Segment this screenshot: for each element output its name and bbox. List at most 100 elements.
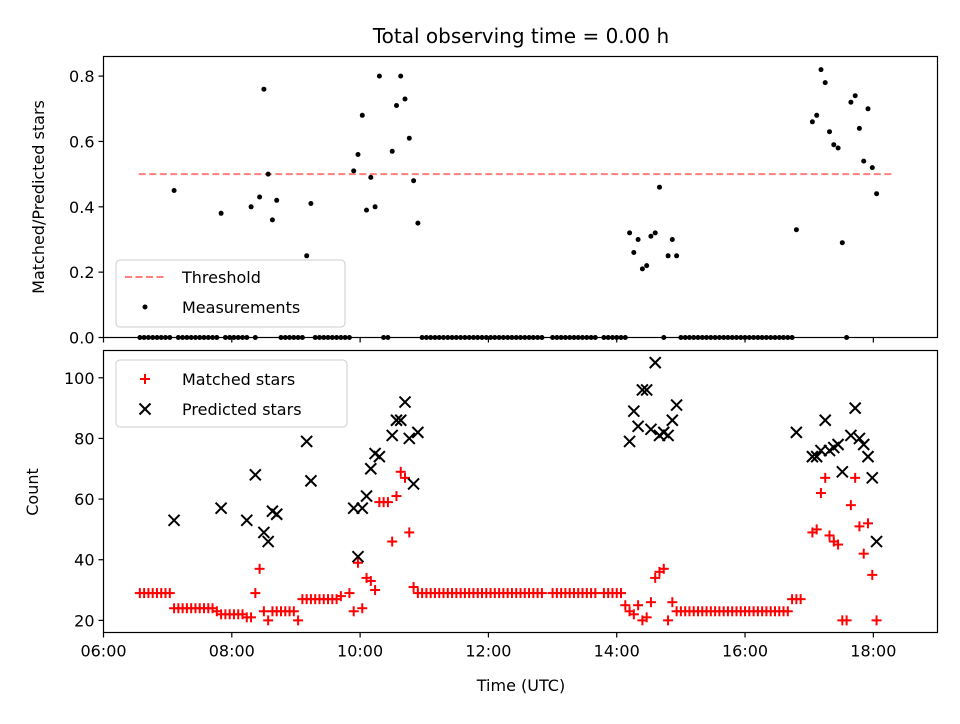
- measurement-point: [869, 165, 875, 171]
- measurement-point: [308, 201, 314, 206]
- matched-star-point: [250, 588, 261, 599]
- predicted-star-point: [636, 383, 649, 397]
- x-tick-label: 12:00: [465, 642, 511, 661]
- measurement-point: [635, 237, 641, 242]
- ratio-y-tick-label: 0.6: [69, 132, 94, 151]
- predicted-star-point: [270, 508, 283, 521]
- figure-title: Total observing time = 0.00 h: [372, 24, 669, 48]
- measurement-point: [848, 99, 854, 105]
- matched-star-point: [382, 497, 393, 508]
- matched-star-point: [867, 569, 878, 580]
- measurement-point: [372, 204, 378, 210]
- predicted-star-point: [214, 501, 228, 515]
- predicted-star-point: [806, 450, 819, 463]
- matched-star-point: [590, 588, 601, 599]
- matched-star-point: [352, 557, 363, 568]
- predicted-star-point: [844, 429, 858, 442]
- predicted-star-point: [300, 435, 313, 448]
- matched-legend-marker: [140, 374, 150, 384]
- predicted-star-point: [870, 535, 883, 548]
- predicted-star-point: [257, 526, 271, 539]
- predicted-star-point: [627, 404, 641, 418]
- matched-star-point: [400, 472, 411, 483]
- predicted-star-point: [356, 501, 369, 515]
- predicted-star-point: [853, 432, 866, 445]
- matched-star-point: [841, 615, 852, 626]
- ratio-plot-frame: [102, 55, 939, 339]
- measurement-point: [814, 112, 820, 118]
- matched-star-point: [782, 606, 793, 617]
- x-tick-label: 08:00: [209, 642, 255, 661]
- predicted-star-point: [861, 450, 875, 463]
- matched-star-point: [663, 615, 674, 626]
- matched-star-point: [633, 600, 644, 611]
- measurement-point: [257, 194, 263, 200]
- matched-star-point: [667, 597, 678, 608]
- predicted-star-point: [666, 414, 679, 427]
- predicted-star-point: [364, 462, 378, 475]
- matched-star-point: [263, 615, 274, 626]
- predicted-star-point: [403, 432, 416, 445]
- measurement-point: [827, 129, 832, 135]
- predicted-star-point: [836, 465, 849, 478]
- predicted-star-point: [661, 429, 675, 442]
- x-tick-label: 06:00: [80, 642, 126, 661]
- count-marks: [134, 356, 883, 626]
- ratio-y-tick-label: 0.0: [69, 329, 94, 348]
- measurement-point: [376, 73, 382, 79]
- count-legend: Matched stars Predicted stars: [115, 359, 348, 428]
- measurement-point: [835, 145, 841, 151]
- predicted-star-point: [831, 438, 845, 451]
- measurement-point: [265, 171, 271, 177]
- matched-star-point: [824, 530, 835, 541]
- predicted-star-point: [857, 438, 870, 451]
- predicted-legend-label: Predicted stars: [182, 400, 302, 419]
- measurements-legend-label: Measurements: [182, 298, 300, 317]
- x-tick-label: 18:00: [850, 642, 896, 661]
- matched-star-point: [404, 527, 415, 538]
- matched-star-point: [815, 488, 826, 499]
- measurement-point: [355, 152, 361, 157]
- measurement-point: [406, 135, 412, 141]
- measurement-point: [818, 67, 824, 73]
- matched-star-point: [845, 500, 856, 511]
- x-axis-label: Time (UTC): [476, 676, 565, 695]
- matched-star-point: [288, 606, 299, 617]
- predicted-star-point: [640, 383, 653, 397]
- matched-star-point: [254, 563, 265, 574]
- measurement-point: [218, 210, 224, 216]
- matched-star-point: [628, 609, 639, 620]
- matched-legend-swatch: [140, 374, 150, 384]
- count-legend-box: [115, 359, 348, 428]
- measurement-point: [822, 80, 828, 86]
- measurement-point: [639, 266, 645, 272]
- matched-star-point: [854, 521, 865, 532]
- predicted-star-point: [304, 474, 318, 488]
- predicted-star-point: [790, 426, 803, 439]
- predicted-star-point: [385, 429, 399, 442]
- predicted-star-point: [670, 398, 683, 412]
- predicted-star-point: [407, 477, 420, 491]
- matched-star-point: [863, 518, 873, 529]
- matched-star-point: [258, 606, 269, 617]
- count-x-axis: 06:00 08:00 10:00 12:00 14:00 16:00 18:00: [80, 632, 896, 661]
- measurement-point: [398, 73, 404, 79]
- measurement-point: [411, 178, 417, 184]
- matched-star-point: [641, 612, 652, 623]
- matched-star-point: [357, 603, 368, 614]
- matched-star-point: [795, 594, 806, 605]
- matched-star-point: [344, 588, 355, 599]
- predicted-star-point: [411, 426, 425, 439]
- measurement-point: [648, 233, 654, 239]
- threshold-legend-label: Threshold: [181, 268, 261, 287]
- matched-star-point: [820, 472, 831, 483]
- matched-star-point: [650, 572, 661, 583]
- count-y-tick-label: 60: [74, 490, 94, 509]
- count-panel: 20 40 60 80 100 06:00 08:00 10:00 12:00 14:00 16:…: [23, 349, 939, 695]
- predicted-star-point: [360, 489, 373, 503]
- measurement-point: [394, 103, 399, 108]
- predicted-star-point: [398, 395, 412, 409]
- predicted-star-point: [373, 450, 386, 463]
- matched-star-point: [335, 591, 346, 602]
- measurement-point: [304, 253, 310, 259]
